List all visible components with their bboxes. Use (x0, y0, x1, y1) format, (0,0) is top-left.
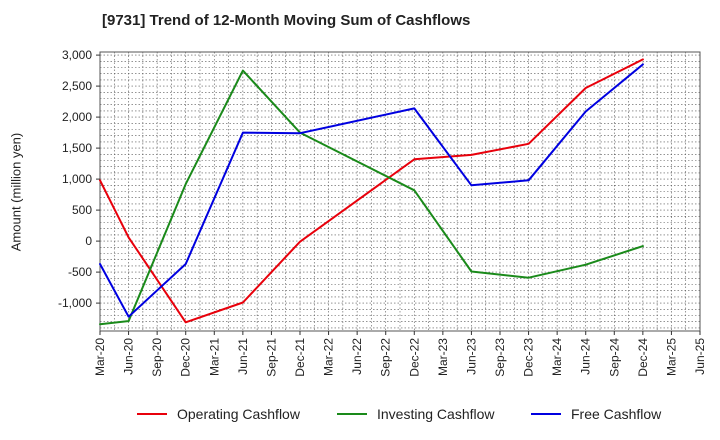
x-tick-label: Mar-25 (664, 338, 678, 376)
plot-area-frame (99, 51, 701, 332)
x-tick-label: Sep-24 (607, 338, 621, 377)
series-line-investing (99, 69, 644, 326)
legend-swatch-free (531, 413, 561, 415)
legend-label-investing: Investing Cashflow (377, 406, 495, 422)
legend-label-free: Free Cashflow (571, 406, 662, 422)
x-tick-label: Dec-21 (293, 338, 307, 377)
x-tick-label: Jun-23 (464, 338, 478, 375)
y-tick-label: -500 (68, 265, 92, 279)
x-tick-label: Sep-22 (379, 338, 393, 377)
x-tick-label: Dec-22 (407, 338, 421, 377)
x-tick-label: Mar-20 (93, 338, 107, 376)
x-tick-label: Dec-23 (522, 338, 536, 377)
x-tick-label: Dec-24 (636, 338, 650, 377)
x-tick-label: Sep-21 (264, 338, 278, 377)
x-tick-label: Sep-20 (150, 338, 164, 377)
x-tick-label: Sep-23 (493, 338, 507, 377)
y-tick-label: 1,500 (62, 141, 92, 155)
x-tick-label: Mar-22 (322, 338, 336, 376)
grid (99, 52, 701, 331)
series-line-free (99, 63, 644, 318)
legend-item-free: Free Cashflow (531, 402, 661, 426)
y-tick-label: 3,000 (62, 48, 92, 62)
y-tick-label: 500 (72, 203, 92, 217)
x-tick-label: Jun-21 (236, 338, 250, 375)
y-tick-label: 0 (85, 234, 92, 248)
y-tick-label: 2,500 (62, 79, 92, 93)
x-tick-label: Mar-24 (550, 338, 564, 376)
y-axis-ticks: 3,000 2,500 2,000 1,500 1,000 500 0 -500 -1,000 (58, 48, 100, 310)
line-chart: 3,0002,5002,0001,5001,0005000-500-1,000 … (58, 48, 707, 377)
x-tick-label: Mar-23 (436, 338, 450, 376)
y-tick-label: -1,000 (58, 296, 92, 310)
x-tick-label: Jun-22 (350, 338, 364, 375)
legend-item-investing: Investing Cashflow (337, 402, 495, 426)
series-line-operating (99, 58, 644, 324)
x-tick-label: Mar-21 (207, 338, 221, 376)
x-tick-label: Jun-25 (693, 338, 707, 375)
y-tick-label: 2,000 (62, 110, 92, 124)
x-axis-ticks: Mar-20 Jun-20 Sep-20 Dec-20 Mar-21 Jun-21 Sep-… (93, 331, 707, 377)
legend: Operating Cashflow Investing Cashflow Fr… (0, 402, 720, 426)
x-tick-label: Jun-20 (122, 338, 136, 375)
legend-item-operating: Operating Cashflow (137, 402, 300, 426)
chart-title: [9731] Trend of 12-Month Moving Sum of C… (102, 12, 471, 29)
legend-swatch-investing (337, 413, 367, 415)
x-tick-label: Dec-20 (179, 338, 193, 377)
legend-label-operating: Operating Cashflow (177, 406, 300, 422)
series-lines (99, 58, 644, 326)
y-tick-label: 1,000 (62, 172, 92, 186)
x-tick-label: Jun-24 (579, 338, 593, 375)
legend-swatch-operating (137, 413, 167, 415)
